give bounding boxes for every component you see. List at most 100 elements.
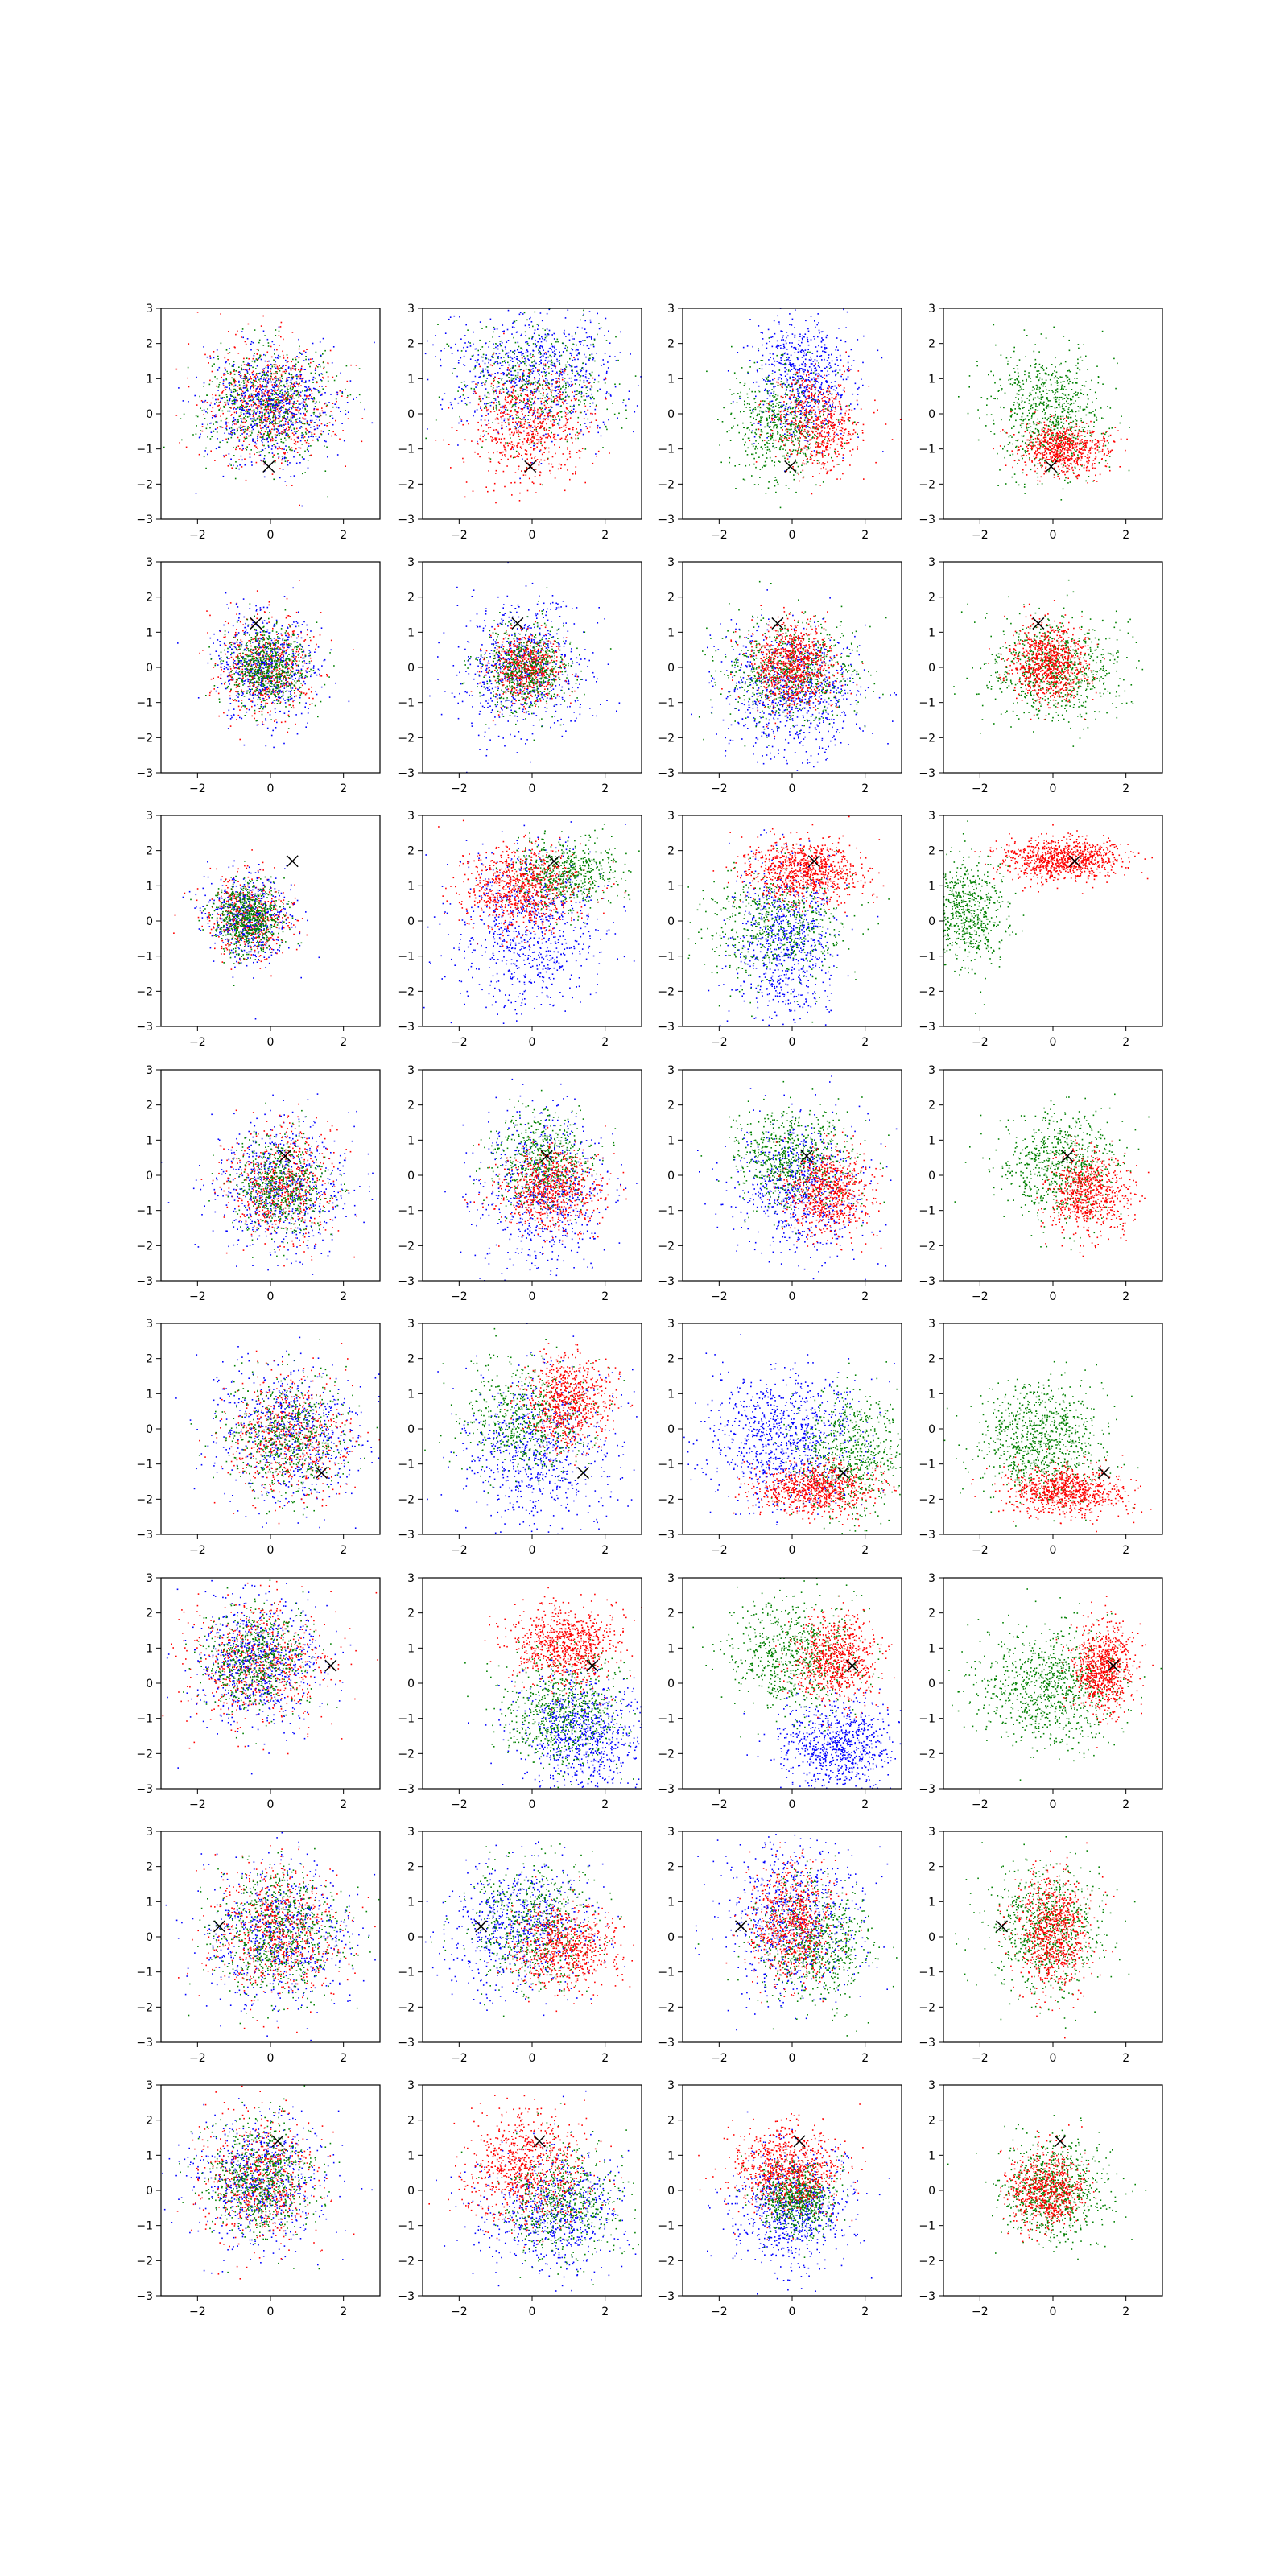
point	[544, 369, 546, 370]
point	[585, 357, 587, 358]
point	[285, 409, 287, 411]
point	[527, 399, 529, 401]
point	[552, 416, 554, 418]
point	[345, 465, 346, 467]
point	[502, 342, 503, 344]
point	[749, 388, 750, 390]
point	[576, 394, 578, 395]
point	[756, 382, 758, 383]
point	[221, 392, 223, 394]
point	[261, 437, 262, 439]
point	[268, 452, 270, 454]
point	[730, 440, 732, 441]
point	[225, 439, 227, 440]
point	[275, 392, 276, 394]
point	[256, 425, 258, 427]
point	[332, 415, 333, 416]
point	[827, 370, 828, 372]
point	[298, 392, 299, 394]
point	[768, 443, 770, 444]
point	[552, 425, 554, 427]
point	[539, 416, 541, 418]
point	[525, 405, 526, 407]
point	[499, 392, 501, 394]
point	[493, 490, 495, 492]
point	[292, 395, 294, 397]
point	[246, 420, 247, 422]
point	[539, 380, 540, 382]
point	[283, 405, 285, 407]
point	[265, 431, 266, 433]
point	[266, 365, 268, 366]
point	[526, 387, 528, 389]
point	[497, 357, 499, 359]
point	[290, 397, 291, 398]
point	[803, 336, 805, 338]
point	[492, 437, 493, 439]
point	[268, 365, 270, 366]
series-blue	[178, 326, 375, 506]
point	[303, 419, 305, 420]
point	[260, 419, 262, 421]
point	[327, 497, 328, 498]
point	[291, 476, 292, 477]
point	[316, 409, 318, 411]
point	[792, 377, 794, 378]
point	[786, 332, 788, 333]
point	[593, 382, 595, 383]
point	[548, 398, 550, 400]
point	[291, 378, 292, 379]
point	[287, 464, 289, 466]
point	[518, 396, 520, 398]
point	[843, 390, 844, 391]
point	[770, 438, 772, 440]
point	[503, 331, 505, 332]
point	[261, 403, 262, 405]
point	[197, 416, 199, 418]
point	[774, 333, 776, 335]
point	[518, 453, 520, 455]
point	[733, 401, 734, 402]
point	[576, 411, 577, 412]
point	[838, 419, 840, 421]
point	[805, 390, 807, 392]
point	[458, 360, 460, 361]
point	[543, 349, 544, 351]
point	[755, 396, 757, 398]
point	[309, 431, 311, 433]
point	[323, 412, 324, 414]
point	[840, 369, 841, 371]
point	[485, 415, 487, 416]
point	[285, 434, 287, 436]
point	[266, 399, 268, 401]
point	[855, 383, 857, 385]
point	[815, 374, 817, 376]
point	[794, 367, 795, 369]
point	[279, 421, 280, 423]
point	[578, 393, 580, 394]
point	[807, 370, 808, 372]
point	[232, 395, 233, 397]
point	[546, 395, 547, 397]
point	[824, 345, 826, 346]
point	[299, 386, 300, 387]
point	[263, 379, 265, 381]
point	[832, 386, 834, 388]
point	[334, 403, 336, 405]
point	[770, 353, 771, 355]
point	[542, 454, 543, 456]
point	[533, 412, 535, 414]
point	[592, 353, 593, 355]
point	[251, 378, 253, 380]
point	[497, 345, 499, 347]
point	[303, 350, 305, 352]
point	[490, 427, 492, 428]
point	[233, 455, 235, 456]
point	[268, 345, 270, 347]
point	[527, 355, 529, 357]
point	[862, 385, 864, 386]
point	[507, 329, 509, 331]
point	[276, 380, 278, 382]
point	[706, 371, 708, 373]
point	[512, 444, 514, 445]
